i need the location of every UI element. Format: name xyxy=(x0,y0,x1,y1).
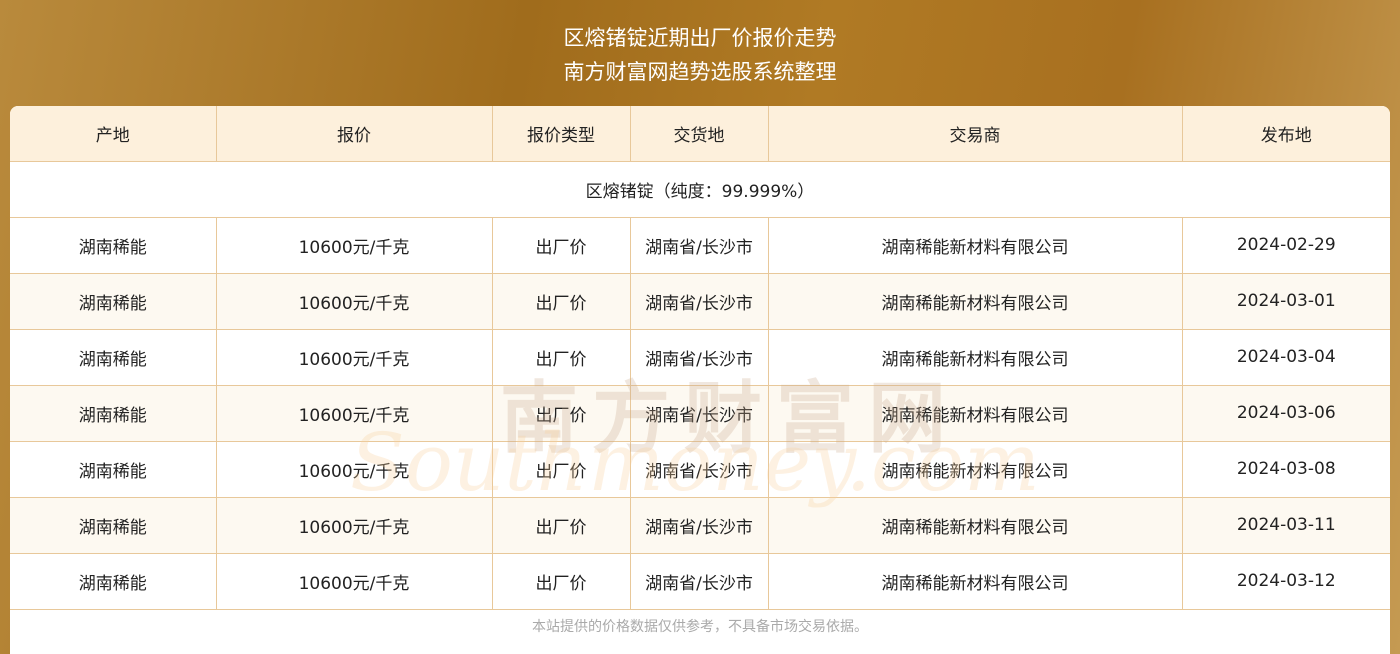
column-header-price: 报价 xyxy=(215,106,493,162)
cell-trader: 湖南稀能新材料有限公司 xyxy=(767,552,1183,610)
cell-delivery-place: 湖南省/长沙市 xyxy=(629,216,769,274)
cell-publish-date: 2024-03-12 xyxy=(1181,552,1390,610)
table-row: 湖南稀能 10600元/千克 出厂价 湖南省/长沙市 湖南稀能新材料有限公司 2024-0… xyxy=(10,384,1390,442)
cell-origin: 湖南稀能 xyxy=(10,552,217,610)
cell-trader: 湖南稀能新材料有限公司 xyxy=(767,216,1183,274)
table-row: 湖南稀能 10600元/千克 出厂价 湖南省/长沙市 湖南稀能新材料有限公司 2024-0… xyxy=(10,552,1390,610)
cell-origin: 湖南稀能 xyxy=(10,384,217,442)
cell-trader: 湖南稀能新材料有限公司 xyxy=(767,328,1183,386)
cell-price-type: 出厂价 xyxy=(491,328,631,386)
cell-delivery-place: 湖南省/长沙市 xyxy=(629,328,769,386)
page-subtitle: 南方财富网趋势选股系统整理 xyxy=(563,60,837,84)
cell-trader: 湖南稀能新材料有限公司 xyxy=(767,272,1183,330)
cell-price: 10600元/千克 xyxy=(215,272,493,330)
cell-origin: 湖南稀能 xyxy=(10,440,217,498)
group-label: 区熔锗锭（纯度：99.999%） xyxy=(10,160,1390,218)
cell-publish-date: 2024-03-08 xyxy=(1181,440,1390,498)
price-table: 产地 报价 报价类型 交货地 交易商 发布地 区熔锗锭（纯度：99.999%） 湖南稀能 1… xyxy=(10,106,1390,610)
cell-price: 10600元/千克 xyxy=(215,216,493,274)
cell-publish-date: 2024-03-01 xyxy=(1181,272,1390,330)
table-row: 湖南稀能 10600元/千克 出厂价 湖南省/长沙市 湖南稀能新材料有限公司 2024-0… xyxy=(10,328,1390,386)
cell-price-type: 出厂价 xyxy=(491,496,631,554)
page-title: 区熔锗锭近期出厂价报价走势 xyxy=(563,26,837,50)
cell-publish-date: 2024-02-29 xyxy=(1181,216,1390,274)
cell-publish-date: 2024-03-06 xyxy=(1181,384,1390,442)
disclaimer: 本站提供的价格数据仅供参考，不具备市场交易依据。 xyxy=(532,619,868,635)
cell-delivery-place: 湖南省/长沙市 xyxy=(629,552,769,610)
cell-trader: 湖南稀能新材料有限公司 xyxy=(767,440,1183,498)
cell-price-type: 出厂价 xyxy=(491,552,631,610)
cell-publish-date: 2024-03-11 xyxy=(1181,496,1390,554)
cell-price-type: 出厂价 xyxy=(491,440,631,498)
cell-trader: 湖南稀能新材料有限公司 xyxy=(767,384,1183,442)
cell-price-type: 出厂价 xyxy=(491,216,631,274)
column-header-price-type: 报价类型 xyxy=(491,106,631,162)
cell-price: 10600元/千克 xyxy=(215,552,493,610)
cell-delivery-place: 湖南省/长沙市 xyxy=(629,496,769,554)
cell-publish-date: 2024-03-04 xyxy=(1181,328,1390,386)
table-row: 湖南稀能 10600元/千克 出厂价 湖南省/长沙市 湖南稀能新材料有限公司 2024-0… xyxy=(10,216,1390,274)
cell-origin: 湖南稀能 xyxy=(10,496,217,554)
cell-price-type: 出厂价 xyxy=(491,272,631,330)
cell-price: 10600元/千克 xyxy=(215,328,493,386)
cell-origin: 湖南稀能 xyxy=(10,272,217,330)
column-header-origin: 产地 xyxy=(10,106,217,162)
cell-origin: 湖南稀能 xyxy=(10,328,217,386)
page-header: 区熔锗锭近期出厂价报价走势 南方财富网趋势选股系统整理 xyxy=(0,0,1400,106)
column-header-delivery-place: 交货地 xyxy=(629,106,769,162)
cell-price-type: 出厂价 xyxy=(491,384,631,442)
cell-delivery-place: 湖南省/长沙市 xyxy=(629,384,769,442)
table-row: 湖南稀能 10600元/千克 出厂价 湖南省/长沙市 湖南稀能新材料有限公司 2024-0… xyxy=(10,272,1390,330)
cell-delivery-place: 湖南省/长沙市 xyxy=(629,440,769,498)
cell-delivery-place: 湖南省/长沙市 xyxy=(629,272,769,330)
price-table-card: 产地 报价 报价类型 交货地 交易商 发布地 区熔锗锭（纯度：99.999%） 湖南稀能 1… xyxy=(10,106,1390,654)
cell-price: 10600元/千克 xyxy=(215,440,493,498)
column-header-trader: 交易商 xyxy=(767,106,1183,162)
table-header-row: 产地 报价 报价类型 交货地 交易商 发布地 xyxy=(10,106,1390,162)
cell-price: 10600元/千克 xyxy=(215,384,493,442)
cell-trader: 湖南稀能新材料有限公司 xyxy=(767,496,1183,554)
cell-origin: 湖南稀能 xyxy=(10,216,217,274)
column-header-publish-date: 发布地 xyxy=(1181,106,1390,162)
table-row: 湖南稀能 10600元/千克 出厂价 湖南省/长沙市 湖南稀能新材料有限公司 2024-0… xyxy=(10,440,1390,498)
table-row: 湖南稀能 10600元/千克 出厂价 湖南省/长沙市 湖南稀能新材料有限公司 2024-0… xyxy=(10,496,1390,554)
cell-price: 10600元/千克 xyxy=(215,496,493,554)
